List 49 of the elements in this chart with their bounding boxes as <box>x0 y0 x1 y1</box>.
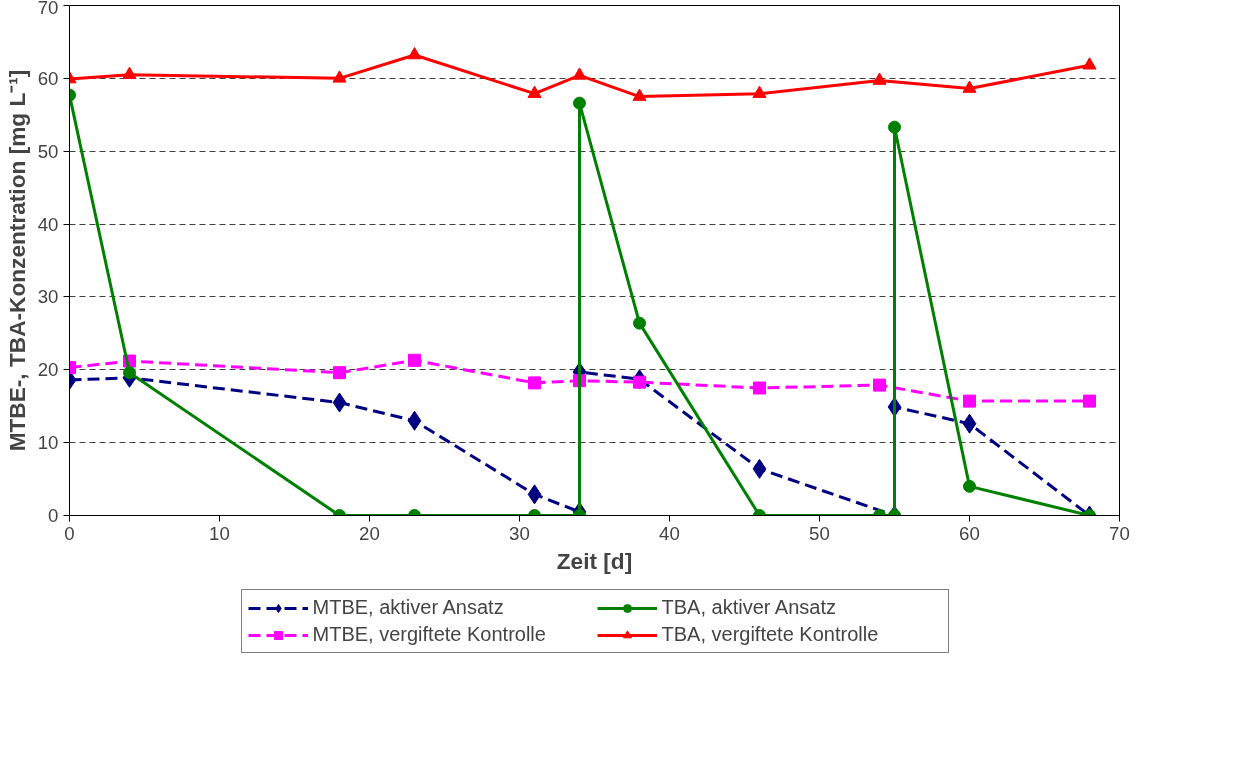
y-tick-label: 30 <box>37 286 59 308</box>
point <box>122 66 137 79</box>
point <box>752 85 767 98</box>
legend-label: TBA, aktiver Ansatz <box>661 596 837 619</box>
point <box>873 378 886 392</box>
y-tick-label: 50 <box>37 140 59 162</box>
y-axis-title: MTBE-, TBA-Konzentration [mg L⁻¹] <box>3 69 30 452</box>
point <box>332 392 347 413</box>
x-tick-label: 10 <box>209 522 230 544</box>
point <box>752 458 767 479</box>
point <box>527 85 542 98</box>
point <box>633 316 646 330</box>
x-tick-label: 50 <box>809 522 830 544</box>
point <box>962 413 977 434</box>
point <box>408 353 421 367</box>
y-tick-label: 70 <box>37 0 59 18</box>
legend-label: MTBE, aktiver Ansatz <box>312 596 505 619</box>
y-tick-label: 10 <box>37 432 59 454</box>
point <box>753 381 766 395</box>
y-tick-label: 0 <box>48 505 59 526</box>
x-axis-title: Zeit [d] <box>556 547 633 574</box>
legend-label: TBA, vergiftete Kontrolle <box>661 623 880 646</box>
legend-label: MTBE, vergiftete Kontrolle <box>312 623 547 646</box>
y-tick-label: 20 <box>37 359 59 381</box>
y-tick-label: 60 <box>37 67 59 89</box>
x-tick-label: 20 <box>359 522 380 544</box>
point <box>963 394 976 408</box>
point <box>632 88 647 101</box>
point <box>333 366 346 380</box>
point <box>123 366 136 380</box>
point <box>963 479 976 493</box>
point <box>527 484 542 505</box>
point <box>572 67 587 80</box>
point <box>872 72 887 85</box>
x-tick-label: 0 <box>64 522 75 544</box>
point <box>962 80 977 93</box>
point <box>1082 57 1097 70</box>
point <box>407 47 422 60</box>
y-tick-label: 40 <box>37 213 59 235</box>
point <box>528 376 541 390</box>
point <box>1083 394 1096 408</box>
point <box>407 410 422 431</box>
point <box>888 120 901 134</box>
point <box>332 70 347 83</box>
point <box>573 96 586 110</box>
x-tick-label: 40 <box>659 522 680 544</box>
x-tick-label: 30 <box>509 522 530 544</box>
x-tick-label: 70 <box>1109 522 1130 544</box>
x-tick-label: 60 <box>959 522 980 544</box>
